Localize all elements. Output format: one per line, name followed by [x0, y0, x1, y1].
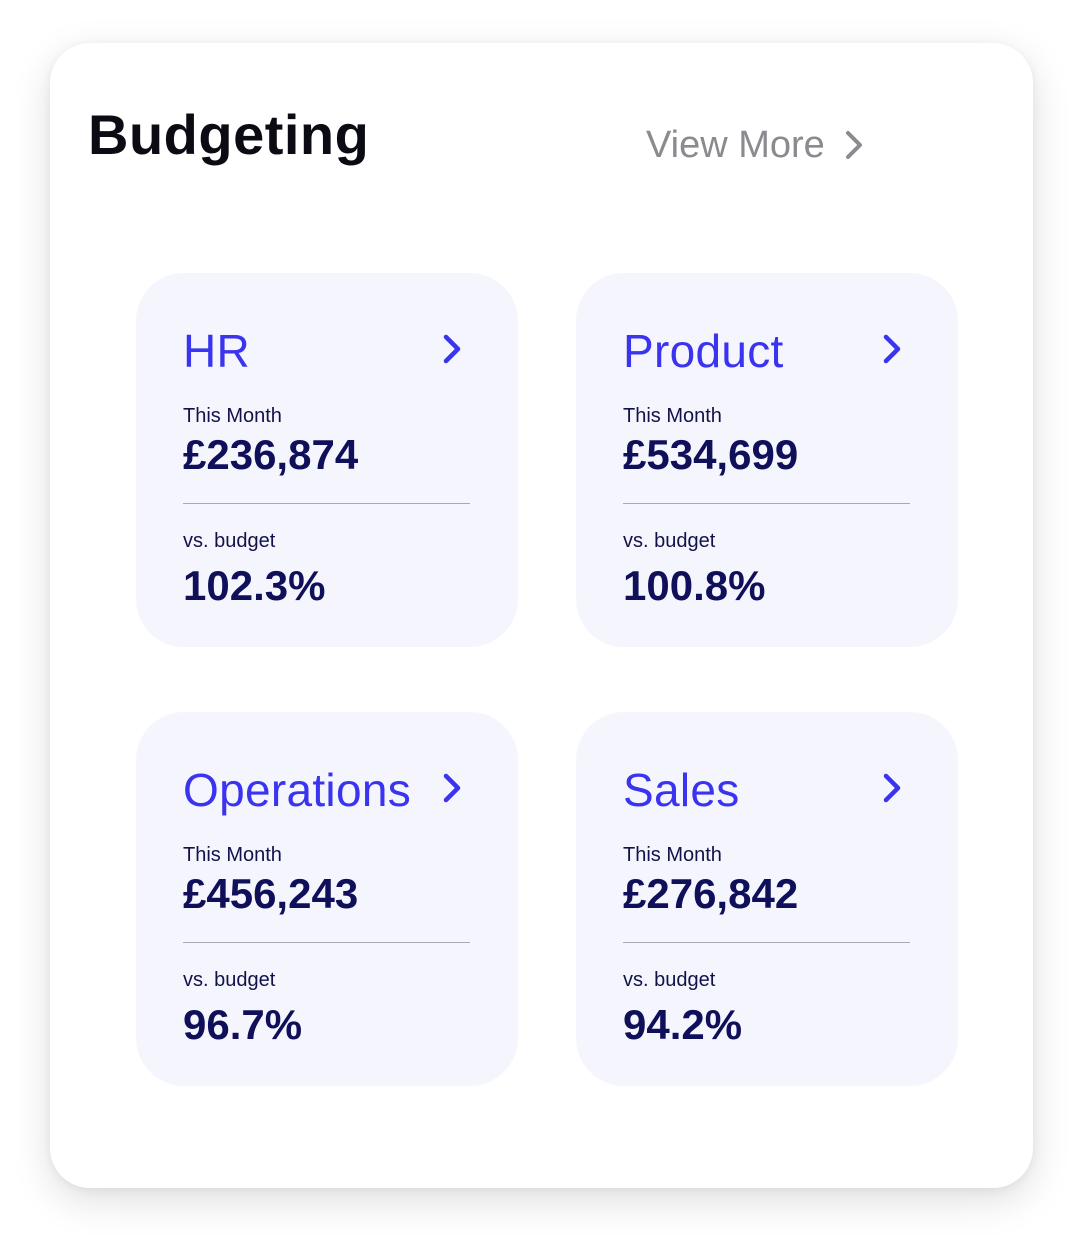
budget-card-product[interactable]: Product This Month £534,699 vs. budget 1… — [576, 273, 958, 647]
budget-percent: 94.2% — [623, 1001, 743, 1048]
this-month-label: This Month — [183, 844, 282, 866]
card-title: Sales — [623, 764, 740, 816]
budget-card-sales[interactable]: Sales This Month £276,842 vs. budget 94.… — [576, 712, 958, 1086]
budget-percent: 100.8% — [623, 562, 766, 609]
vs-budget-label: vs. budget — [183, 969, 276, 991]
chevron-right-icon[interactable] — [442, 333, 462, 370]
chevron-right-icon[interactable] — [442, 772, 462, 809]
this-month-label: This Month — [623, 405, 722, 427]
card-title: Operations — [183, 764, 412, 816]
divider — [183, 942, 470, 943]
chevron-right-icon[interactable] — [882, 772, 902, 809]
view-more-label: View More — [646, 123, 825, 166]
vs-budget-label: vs. budget — [623, 969, 716, 991]
month-amount: £276,842 — [623, 870, 799, 917]
vs-budget-label: vs. budget — [623, 530, 716, 552]
budget-percent: 96.7% — [183, 1001, 303, 1048]
chevron-right-icon — [845, 130, 863, 160]
month-amount: £236,874 — [183, 431, 359, 478]
card-title: HR — [183, 325, 251, 377]
divider — [623, 942, 910, 943]
divider — [183, 503, 470, 504]
this-month-label: This Month — [183, 405, 282, 427]
month-amount: £534,699 — [623, 431, 799, 478]
chevron-right-icon[interactable] — [882, 333, 902, 370]
budget-card-operations[interactable]: Operations This Month £456,243 vs. budge… — [136, 712, 518, 1086]
view-more-link[interactable]: View More — [646, 122, 863, 168]
this-month-label: This Month — [623, 844, 722, 866]
budget-card-hr[interactable]: HR This Month £236,874 vs. budget 102.3% — [136, 273, 518, 647]
card-title: Product — [623, 325, 784, 377]
divider — [623, 503, 910, 504]
month-amount: £456,243 — [183, 870, 359, 917]
page-title: Budgeting — [88, 103, 370, 166]
vs-budget-label: vs. budget — [183, 530, 276, 552]
budget-percent: 102.3% — [183, 562, 326, 609]
